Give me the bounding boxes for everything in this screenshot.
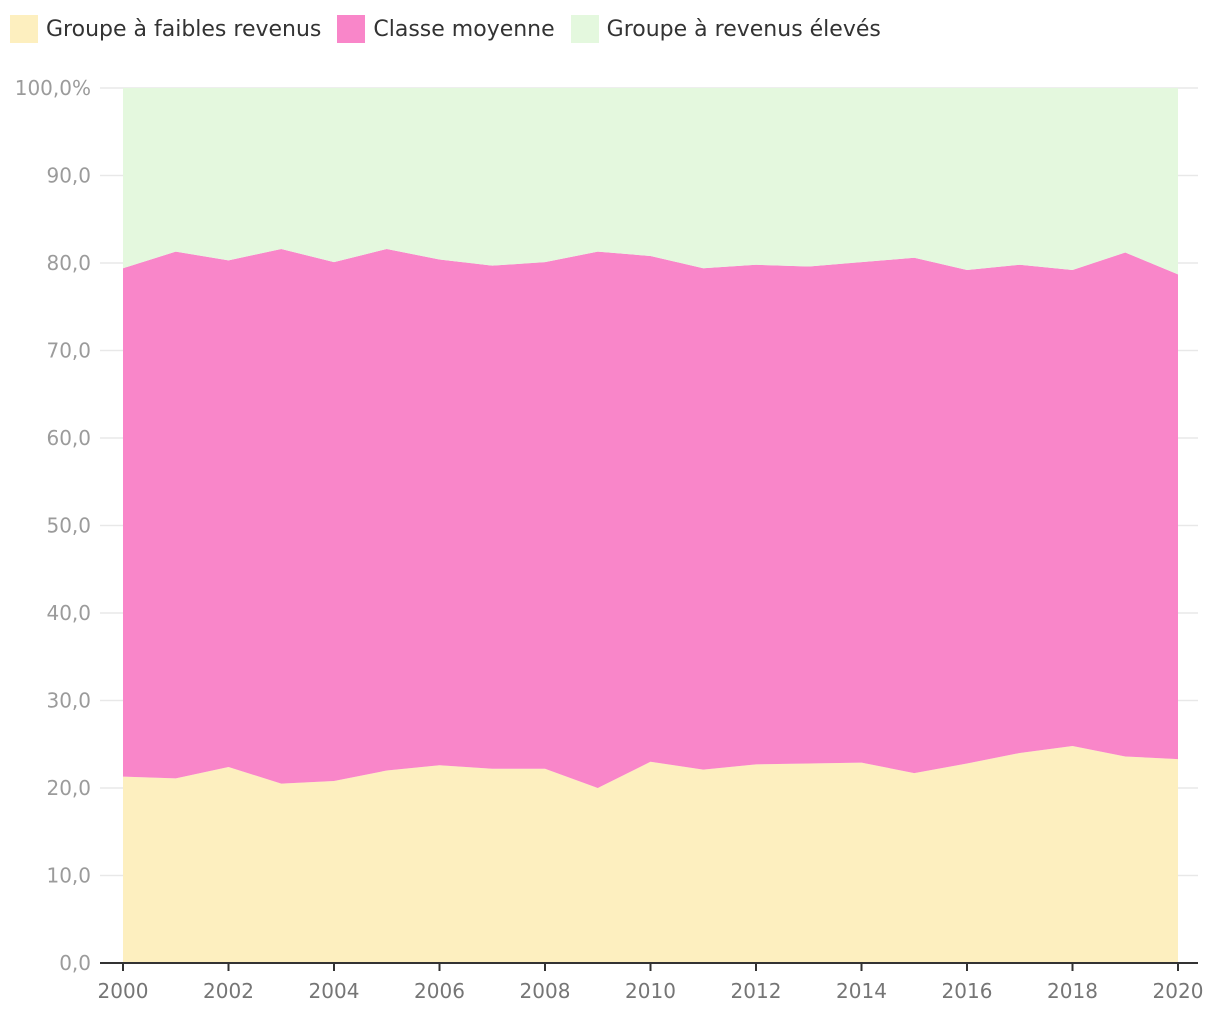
y-tick-label: 90,0	[46, 164, 91, 188]
legend-swatch-high-income	[570, 15, 599, 43]
y-tick-label: 100,0%	[15, 76, 91, 100]
y-tick-label: 40,0	[46, 601, 91, 625]
x-tick-label: 2002	[203, 979, 254, 1003]
area-series	[123, 88, 1178, 963]
x-tick-label: 2004	[309, 979, 360, 1003]
x-tick-label: 2018	[1047, 979, 1098, 1003]
x-tick-label: 2008	[520, 979, 571, 1003]
y-tick-label: 30,0	[46, 689, 91, 713]
y-tick-label: 20,0	[46, 776, 91, 800]
legend-label-low-income: Groupe à faibles revenus	[46, 16, 322, 42]
x-tick-label: 2000	[98, 979, 149, 1003]
x-tick-label: 2016	[942, 979, 993, 1003]
y-tick-label: 50,0	[46, 514, 91, 538]
legend-label-high-income: Groupe à revenus élevés	[606, 16, 881, 42]
area-series-high-income	[123, 88, 1178, 275]
x-tick-label: 2010	[625, 979, 676, 1003]
x-tick-label: 2006	[414, 979, 465, 1003]
y-tick-label: 80,0	[46, 251, 91, 275]
y-tick-label: 10,0	[46, 864, 91, 888]
area-series-middle-class	[123, 249, 1178, 788]
x-tick-label: 2020	[1153, 979, 1204, 1003]
legend-item-low-income[interactable]: Groupe à faibles revenus	[10, 15, 321, 43]
legend-item-middle-class[interactable]: Classe moyenne	[337, 15, 555, 43]
legend-swatch-middle-class	[337, 15, 366, 43]
legend-swatch-low-income	[10, 15, 38, 43]
y-tick-label: 70,0	[46, 339, 91, 363]
x-tick-label: 2014	[836, 979, 887, 1003]
y-tick-label: 0,0	[59, 951, 91, 975]
chart-legend: Groupe à faibles revenus Classe moyenne …	[10, 12, 881, 46]
area-series-low-income	[123, 746, 1178, 963]
axes: 0,0 10,0 20,0 30,0 40,0 50,0 60,0 70,0 80,0 90,0 1…	[15, 76, 1204, 1003]
legend-item-high-income[interactable]: Groupe à revenus élevés	[570, 15, 881, 43]
y-tick-label: 60,0	[46, 426, 91, 450]
x-tick-label: 2012	[731, 979, 782, 1003]
legend-label-middle-class: Classe moyenne	[373, 16, 555, 42]
